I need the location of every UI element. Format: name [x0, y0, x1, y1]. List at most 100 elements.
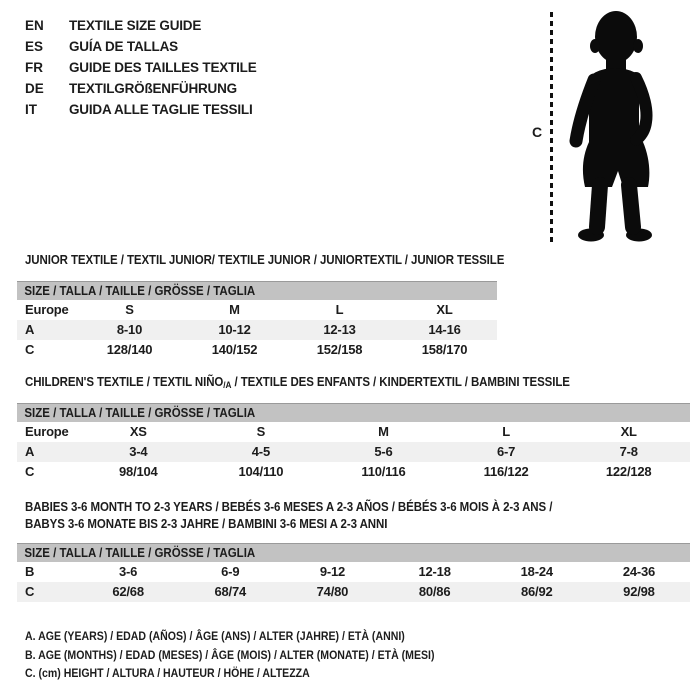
toddler-silhouette-icon — [569, 11, 653, 242]
size-header-band: SIZE / TALLA / TAILLE / GRÖSSE / TAGLIA — [17, 281, 497, 300]
table-row: Europe S M L XL — [17, 300, 497, 320]
row-label: C — [25, 584, 35, 599]
row-label: A — [25, 444, 35, 459]
table-cell: 122/128 — [605, 464, 652, 479]
table-title: CHILDREN'S TEXTILE / TEXTIL NIÑO/A / TEX… — [17, 374, 690, 394]
table-cell: 6-7 — [496, 444, 516, 459]
row-label: A — [25, 322, 35, 337]
legend-line-a: A. AGE (YEARS) / EDAD (AÑOS) / ÂGE (ANS)… — [25, 629, 405, 643]
table-cell: S — [256, 424, 266, 439]
language-row-fr: FR GUIDE DES TAILLES TEXTILE — [25, 57, 257, 78]
table-cell: XL — [436, 302, 453, 317]
table-rows: Europe S M L XL A 8-10 10-12 12-13 14-16 C 128/140 1… — [17, 300, 497, 360]
table-cell: 24-36 — [622, 564, 656, 579]
table-cell: 3-4 — [129, 444, 148, 459]
table-cell: M — [378, 424, 389, 439]
language-row-es: ES GUÍA DE TALLAS — [25, 36, 257, 57]
language-code: DE — [25, 81, 44, 96]
table-cell: 140/152 — [211, 342, 258, 357]
language-title: GUÍA DE TALLAS — [69, 39, 178, 54]
legend: A. AGE (YEARS) / EDAD (AÑOS) / ÂGE (ANS)… — [25, 627, 490, 683]
table-row: C 128/140 140/152 152/158 158/170 — [17, 340, 497, 360]
table-cell: 12-13 — [323, 322, 356, 337]
title-text: BABIES 3-6 MONTH TO 2-3 YEARS / BEBÉS 3-… — [25, 500, 553, 514]
table-cell: 128/140 — [106, 342, 153, 357]
language-title: TEXTILE SIZE GUIDE — [69, 18, 202, 33]
height-dashed-line — [550, 12, 553, 243]
table-rows: Europe XS S M L XL A 3-4 4-5 5-6 6-7 7-8 C 98/104 104/… — [17, 422, 690, 482]
table-cell: 98/104 — [119, 464, 158, 479]
junior-textile-table: JUNIOR TEXTILE / TEXTIL JUNIOR/ TEXTILE … — [17, 252, 504, 357]
size-header-label: SIZE / TALLA / TAILLE / GRÖSSE / TAGLIA — [24, 406, 256, 420]
table-row: C 98/104 104/110 110/116 116/122 122/128 — [17, 462, 690, 482]
table-cell: 3-6 — [118, 564, 138, 579]
table-cell: 158/170 — [421, 342, 468, 357]
row-label: Europe — [25, 424, 69, 439]
title-text: CHILDREN'S TEXTILE / TEXTIL NIÑO — [25, 375, 224, 389]
language-row-en: EN TEXTILE SIZE GUIDE — [25, 15, 257, 36]
table-cell: 68/74 — [214, 584, 247, 599]
row-label: Europe — [25, 302, 69, 317]
title-text: BABYS 3-6 MONATE BIS 2-3 JAHRE / BAMBINI… — [25, 516, 388, 531]
table-body: SIZE / TALLA / TAILLE / GRÖSSE / TAGLIA … — [17, 543, 690, 602]
language-code: FR — [25, 60, 43, 75]
table-title: BABIES 3-6 MONTH TO 2-3 YEARS / BEBÉS 3-… — [17, 499, 690, 532]
language-code: EN — [25, 18, 44, 33]
row-label: C — [25, 342, 35, 357]
table-cell: XL — [620, 424, 637, 439]
table-cell: 12-18 — [418, 564, 451, 579]
table-cell: L — [335, 302, 344, 317]
language-title: TEXTILGRÖßENFÜHRUNG — [69, 81, 237, 96]
title-text: / TEXTILE DES ENFANTS / KINDERTEXTIL / B… — [231, 375, 570, 389]
table-row: B 3-6 6-9 9-12 12-18 18-24 24-36 — [17, 562, 690, 582]
table-cell: 14-16 — [428, 322, 461, 337]
table-cell: 152/158 — [316, 342, 363, 357]
table-cell: M — [229, 302, 240, 317]
children-textile-table: CHILDREN'S TEXTILE / TEXTIL NIÑO/A / TEX… — [17, 374, 690, 479]
table-rows: B 3-6 6-9 9-12 12-18 18-24 24-36 C 62/68 68/74 74/… — [17, 562, 690, 602]
table-body: SIZE / TALLA / TAILLE / GRÖSSE / TAGLIA … — [17, 403, 690, 482]
table-cell: 5-6 — [374, 444, 393, 459]
table-cell: XS — [129, 424, 147, 439]
table-cell: 110/116 — [361, 464, 406, 479]
table-title-line: BABIES 3-6 MONTH TO 2-3 YEARS / BEBÉS 3-… — [25, 499, 637, 516]
table-cell: 86/92 — [521, 584, 553, 599]
table-cell: 8-10 — [116, 322, 143, 337]
table-cell: S — [125, 302, 134, 317]
table-title-line: BABYS 3-6 MONATE BIS 2-3 JAHRE / BAMBINI… — [25, 516, 637, 533]
table-cell: L — [502, 424, 510, 439]
table-cell: 116/122 — [483, 464, 529, 479]
table-title-line: CHILDREN'S TEXTILE / TEXTIL NIÑO/A / TEX… — [25, 374, 637, 394]
table-row: C 62/68 68/74 74/80 80/86 86/92 92/98 — [17, 582, 690, 602]
table-title-line: JUNIOR TEXTILE / TEXTIL JUNIOR/ TEXTILE … — [25, 252, 504, 269]
babies-textile-table: BABIES 3-6 MONTH TO 2-3 YEARS / BEBÉS 3-… — [17, 499, 690, 602]
language-row-de: DE TEXTILGRÖßENFÜHRUNG — [25, 78, 257, 99]
table-cell: 4-5 — [251, 444, 270, 459]
table-body: SIZE / TALLA / TAILLE / GRÖSSE / TAGLIA … — [17, 281, 497, 360]
legend-line-c: C. (cm) HEIGHT / ALTURA / HAUTEUR / HÖHE… — [25, 666, 310, 680]
size-header-label: SIZE / TALLA / TAILLE / GRÖSSE / TAGLIA — [24, 546, 256, 560]
table-cell: 9-12 — [319, 564, 346, 579]
table-cell: 74/80 — [316, 584, 349, 599]
table-cell: 62/68 — [112, 584, 144, 599]
table-cell: 104/110 — [238, 464, 284, 479]
size-header-band: SIZE / TALLA / TAILLE / GRÖSSE / TAGLIA — [17, 543, 690, 562]
language-row-it: IT GUIDA ALLE TAGLIE TESSILI — [25, 99, 257, 120]
table-cell: 18-24 — [520, 564, 553, 579]
language-list: EN TEXTILE SIZE GUIDE ES GUÍA DE TALLAS … — [25, 15, 257, 120]
title-subscript: /A — [223, 380, 232, 390]
height-measure-label: C — [532, 124, 543, 140]
title-text: JUNIOR TEXTILE / TEXTIL JUNIOR/ TEXTILE … — [25, 253, 505, 267]
language-code: ES — [25, 39, 44, 54]
table-row: A 8-10 10-12 12-13 14-16 — [17, 320, 497, 340]
language-code: IT — [25, 102, 37, 117]
table-cell: 6-9 — [221, 564, 240, 579]
table-cell: 80/86 — [418, 584, 451, 599]
row-label: C — [25, 464, 35, 479]
size-header-label: SIZE / TALLA / TAILLE / GRÖSSE / TAGLIA — [24, 284, 256, 298]
table-cell: 92/98 — [623, 584, 655, 599]
size-header-band: SIZE / TALLA / TAILLE / GRÖSSE / TAGLIA — [17, 403, 690, 422]
table-cell: 10-12 — [218, 322, 251, 337]
table-row: A 3-4 4-5 5-6 6-7 7-8 — [17, 442, 690, 462]
